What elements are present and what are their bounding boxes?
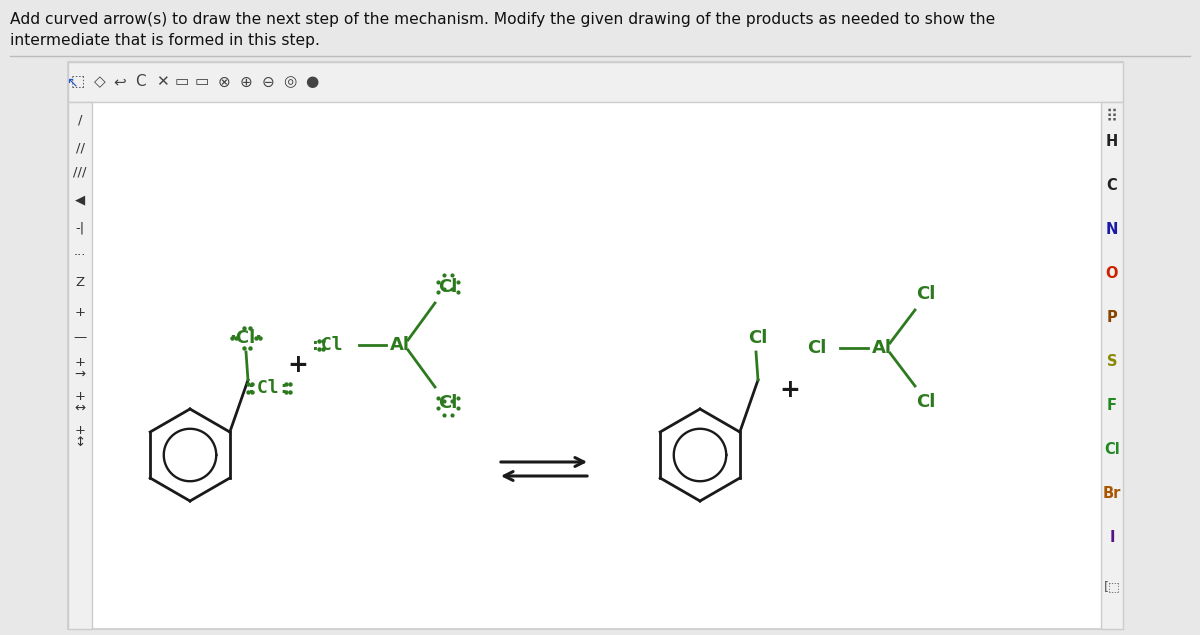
Text: ⊕: ⊕ bbox=[240, 74, 252, 90]
Text: ◇: ◇ bbox=[94, 74, 106, 90]
Text: Al: Al bbox=[390, 336, 410, 354]
Text: ●: ● bbox=[305, 74, 319, 90]
Text: Cl: Cl bbox=[749, 329, 768, 347]
Text: ▭: ▭ bbox=[194, 74, 209, 90]
Text: P: P bbox=[1106, 311, 1117, 326]
Text: ///: /// bbox=[73, 166, 86, 178]
Text: ↖: ↖ bbox=[66, 75, 78, 89]
Text: ◀: ◀ bbox=[74, 194, 85, 206]
Text: ↩: ↩ bbox=[114, 74, 126, 90]
Text: Cl: Cl bbox=[438, 278, 457, 296]
Text: ⊗: ⊗ bbox=[217, 74, 230, 90]
Text: H: H bbox=[1106, 135, 1118, 149]
Text: ✕: ✕ bbox=[156, 74, 168, 90]
Text: ⊖: ⊖ bbox=[262, 74, 275, 90]
Text: +: + bbox=[288, 353, 308, 377]
Text: —: — bbox=[73, 331, 86, 345]
Text: Cl: Cl bbox=[1104, 443, 1120, 457]
Text: :Cl: :Cl bbox=[311, 336, 343, 354]
Text: N: N bbox=[1106, 222, 1118, 237]
Text: Cl: Cl bbox=[438, 394, 457, 412]
Bar bbox=[68, 102, 92, 629]
Text: intermediate that is formed in this step.: intermediate that is formed in this step… bbox=[10, 33, 320, 48]
Text: //: // bbox=[76, 142, 84, 154]
Text: F: F bbox=[1108, 399, 1117, 413]
Text: :Cl:: :Cl: bbox=[246, 379, 289, 397]
Text: ·Cl·: ·Cl· bbox=[229, 329, 263, 347]
Bar bbox=[68, 62, 1123, 102]
Text: ⬚: ⬚ bbox=[71, 74, 85, 90]
Text: +: + bbox=[780, 378, 800, 402]
Text: +
↔: + ↔ bbox=[74, 389, 85, 415]
Text: ◎: ◎ bbox=[283, 74, 296, 90]
Text: -|: -| bbox=[76, 222, 84, 234]
Text: ▭: ▭ bbox=[175, 74, 190, 90]
Text: Z: Z bbox=[76, 276, 84, 288]
Text: I: I bbox=[1109, 530, 1115, 545]
Text: ⠿: ⠿ bbox=[1106, 108, 1118, 126]
Text: Br: Br bbox=[1103, 486, 1121, 502]
Text: ···: ··· bbox=[74, 250, 86, 262]
Text: /: / bbox=[78, 114, 83, 126]
Bar bbox=[68, 62, 1123, 629]
Text: +: + bbox=[74, 305, 85, 319]
Bar bbox=[1102, 102, 1123, 629]
Text: Cl: Cl bbox=[917, 393, 936, 411]
Text: Cl: Cl bbox=[806, 339, 826, 357]
Text: [⬚: [⬚ bbox=[1104, 580, 1121, 594]
Text: Cl: Cl bbox=[917, 285, 936, 303]
Text: +
→: + → bbox=[74, 356, 85, 380]
Text: O: O bbox=[1105, 267, 1118, 281]
Text: Al: Al bbox=[872, 339, 892, 357]
Text: C: C bbox=[1106, 178, 1117, 194]
Text: S: S bbox=[1106, 354, 1117, 370]
Text: C: C bbox=[134, 74, 145, 90]
Text: +
↕: + ↕ bbox=[74, 424, 85, 448]
Text: Add curved arrow(s) to draw the next step of the mechanism. Modify the given dra: Add curved arrow(s) to draw the next ste… bbox=[10, 12, 995, 27]
